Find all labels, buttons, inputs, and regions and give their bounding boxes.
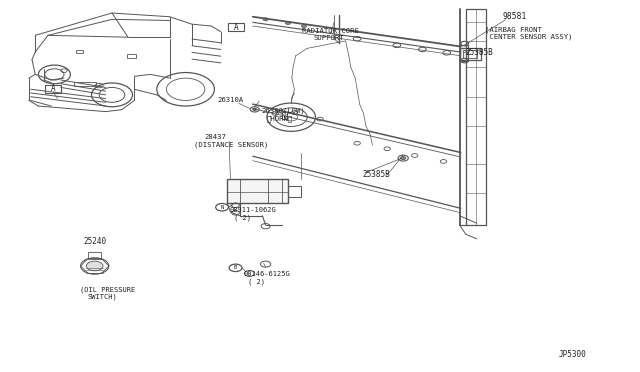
- Circle shape: [440, 160, 447, 163]
- Text: 08911-1062G: 08911-1062G: [229, 207, 276, 213]
- Circle shape: [412, 154, 418, 157]
- Bar: [463, 50, 477, 58]
- Circle shape: [263, 18, 268, 21]
- Text: 〈HORN〉: 〈HORN〉: [266, 115, 292, 122]
- Text: B: B: [234, 265, 237, 270]
- Text: ( 2): ( 2): [248, 278, 266, 285]
- Text: ( 2): ( 2): [234, 214, 252, 221]
- Circle shape: [384, 147, 390, 151]
- Text: SWITCH): SWITCH): [88, 293, 117, 300]
- Circle shape: [253, 108, 257, 110]
- Circle shape: [86, 261, 103, 271]
- Circle shape: [401, 157, 406, 160]
- Circle shape: [354, 141, 360, 145]
- Text: RADIATOR CORE: RADIATOR CORE: [302, 28, 359, 33]
- Text: SUPPORT: SUPPORT: [314, 35, 344, 41]
- Text: (DISTANCE SENSOR): (DISTANCE SENSOR): [194, 141, 268, 148]
- Text: 26330(LOW): 26330(LOW): [261, 107, 305, 114]
- Text: 08146-6125G: 08146-6125G: [243, 271, 290, 277]
- Text: 25385B: 25385B: [363, 170, 390, 179]
- Bar: [127, 54, 136, 58]
- Text: (OIL PRESSURE: (OIL PRESSURE: [80, 286, 135, 293]
- Text: 25240: 25240: [83, 237, 106, 246]
- Circle shape: [291, 111, 298, 115]
- Circle shape: [285, 22, 291, 25]
- Bar: [460, 48, 481, 60]
- Text: 26310A: 26310A: [218, 97, 244, 103]
- Bar: [88, 252, 101, 258]
- Circle shape: [419, 47, 426, 52]
- Bar: [50, 87, 56, 90]
- Text: JP5300: JP5300: [559, 350, 586, 359]
- Text: 98581: 98581: [502, 12, 527, 21]
- Circle shape: [393, 43, 401, 48]
- Text: A: A: [234, 23, 239, 32]
- Text: 25385B: 25385B: [466, 48, 493, 57]
- Circle shape: [317, 117, 323, 121]
- FancyBboxPatch shape: [228, 23, 244, 31]
- Text: 28437: 28437: [205, 134, 227, 140]
- Circle shape: [353, 36, 361, 41]
- Text: N: N: [220, 205, 224, 210]
- Text: (AIRBAG FRONT: (AIRBAG FRONT: [485, 26, 542, 33]
- Bar: [282, 112, 287, 119]
- Text: CENTER SENSOR ASSY): CENTER SENSOR ASSY): [485, 34, 573, 41]
- Bar: [288, 186, 301, 197]
- Circle shape: [443, 51, 451, 55]
- Bar: [460, 45, 468, 61]
- Circle shape: [301, 25, 307, 28]
- FancyBboxPatch shape: [45, 85, 61, 93]
- Text: A: A: [51, 84, 56, 93]
- Bar: [74, 82, 96, 86]
- Bar: [76, 50, 83, 53]
- Bar: [227, 179, 288, 203]
